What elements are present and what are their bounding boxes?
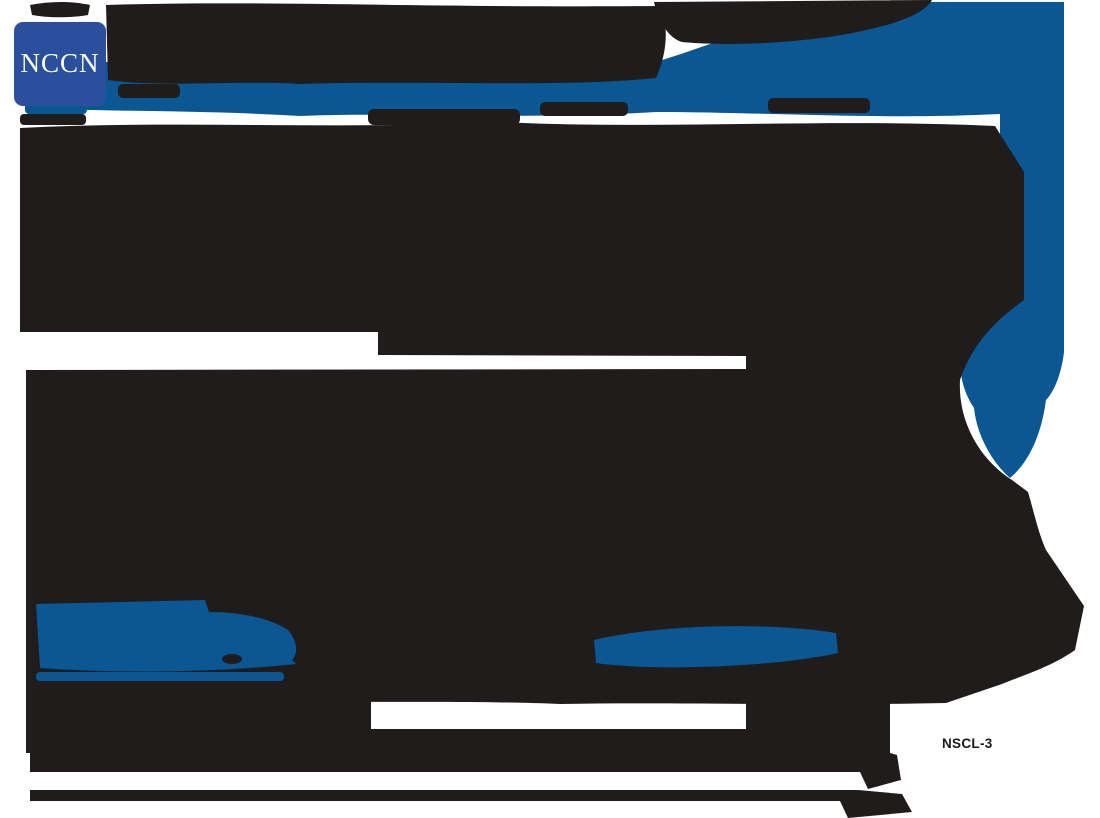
footer-ink-slab <box>26 690 901 789</box>
page-number-label: NSCL-3 <box>942 736 993 751</box>
footnote-blob-hole <box>222 654 242 664</box>
header-ink-text-fragment <box>118 84 180 98</box>
footnote-blue-blob-middle <box>594 626 838 668</box>
redaction-blob-top-right <box>654 0 932 44</box>
header-ink-text-fragment <box>20 114 86 125</box>
footnote-blue-blob-left <box>36 600 297 672</box>
footnote-blue-line-left <box>36 672 284 681</box>
redaction-blob-above-logo <box>30 2 90 18</box>
nccn-logo <box>14 22 106 106</box>
footer-bottom-bar <box>30 790 912 818</box>
header-ink-text-fragment <box>768 98 870 113</box>
redaction-blob-main <box>20 122 1084 705</box>
header-ink-text-fragment <box>368 109 520 125</box>
redaction-blob-title <box>106 3 666 85</box>
header-ink-text-fragment <box>540 102 628 116</box>
header-blue-ribbon <box>30 2 1064 478</box>
nccn-logo-text: NCCN <box>20 48 99 78</box>
